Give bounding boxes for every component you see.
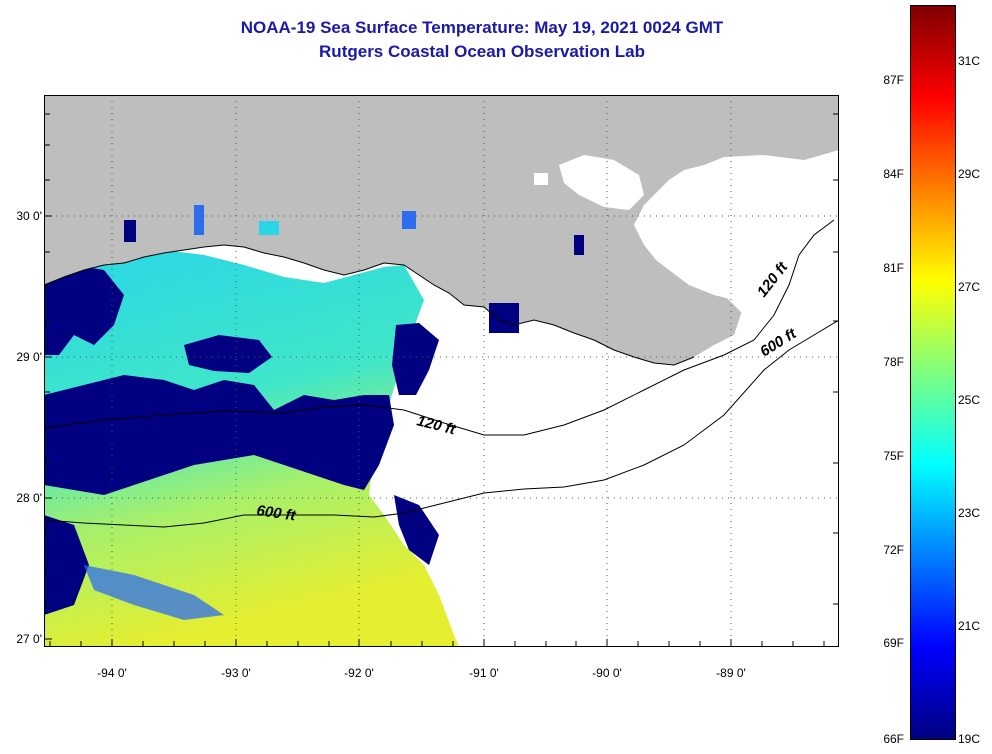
colorbar-f-label: 72F [883, 543, 904, 557]
lon-label: -93 0' [221, 666, 251, 680]
lat-label: 27 0' [16, 632, 42, 646]
cold-water-patch [184, 335, 272, 373]
lon-label: -89 0' [716, 666, 746, 680]
lat-label: 28 0' [16, 491, 42, 505]
colorbar-f-label: 78F [883, 355, 904, 369]
colorbar-c-label: 21C [958, 619, 981, 633]
graticule [44, 95, 839, 647]
lat-label: 30 0' [16, 209, 42, 223]
colorbar-f-label: 75F [883, 449, 904, 463]
lat-label: 29 0' [16, 350, 42, 364]
coastline [44, 244, 695, 366]
coastal-pixel-cluster [402, 211, 416, 229]
map-title: NOAA-19 Sea Surface Temperature: May 19,… [240, 18, 724, 37]
lon-label: -91 0' [469, 666, 499, 680]
lon-label: -92 0' [344, 666, 374, 680]
cold-water-patch [392, 323, 439, 395]
coastal-pixel-cluster [124, 220, 136, 242]
delta-marsh [659, 165, 839, 350]
land-mass [44, 95, 839, 365]
lon-label: -94 0' [97, 666, 127, 680]
colorbar-c-label: 23C [958, 506, 981, 520]
coastal-pixel-cluster [534, 173, 548, 185]
sst-map: 120 ft 120 ft 600 ft 600 ft [44, 95, 839, 647]
cold-water-patch [44, 515, 89, 615]
colorbar-c-label: 19C [958, 732, 981, 746]
colorbar-c-label: 31C [958, 54, 981, 68]
map-frame [44, 95, 839, 647]
colorbar-f-label: 87F [883, 73, 904, 87]
colorbar-c-label: 27C [958, 280, 981, 294]
coastal-pixel-cluster [259, 221, 279, 235]
isobath-600ft [44, 319, 839, 528]
coastal-pixel-cluster [194, 205, 204, 235]
isobath-120ft [44, 219, 835, 436]
colorbar-f-label: 66F [883, 732, 904, 746]
delta-marsh [559, 155, 644, 210]
isobath-600ft-label: 600 ft [255, 502, 297, 524]
colorbar-f-label: 69F [883, 636, 904, 650]
map-subtitle: Rutgers Coastal Ocean Observation Lab [319, 42, 645, 61]
cold-water-patch [44, 375, 394, 495]
cool-water-streak [84, 565, 224, 620]
colorbar-c-label: 25C [958, 393, 981, 407]
temperature-colorbar [910, 5, 956, 740]
lon-label: -90 0' [592, 666, 622, 680]
coastal-pixel-cluster [574, 235, 584, 255]
coastal-pixel-cluster [489, 303, 519, 333]
colorbar-f-label: 84F [883, 167, 904, 181]
cold-water-patch [44, 265, 124, 355]
colorbar-c-label: 29C [958, 167, 981, 181]
colorbar-f-label: 81F [883, 261, 904, 275]
